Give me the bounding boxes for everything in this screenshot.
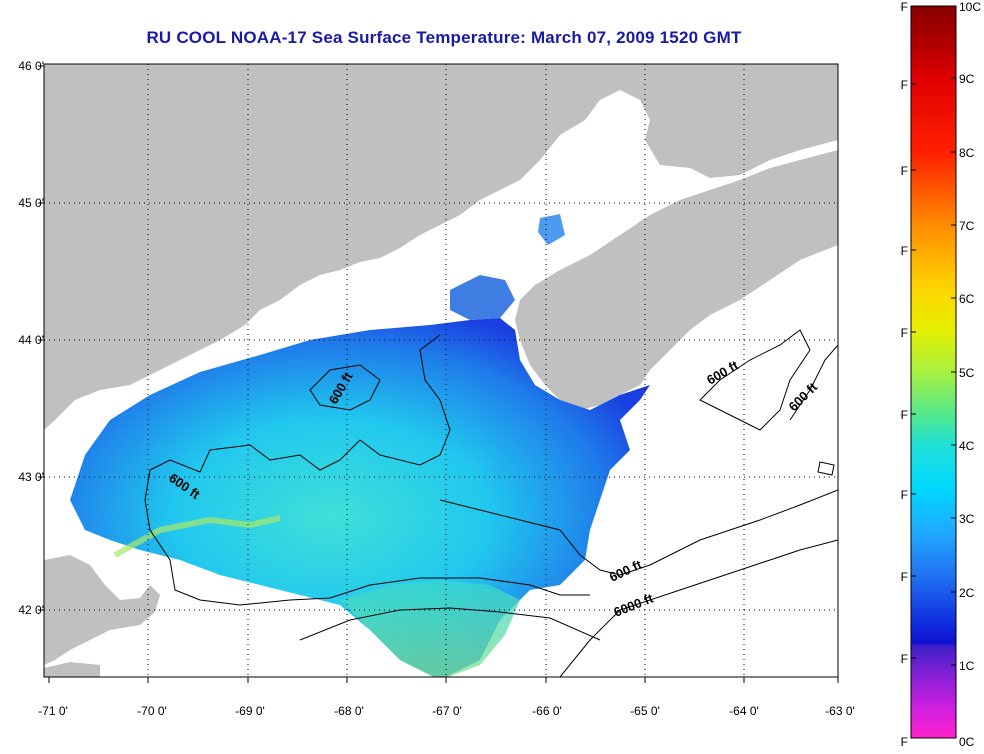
fahrenheit-label: 50F	[900, 0, 908, 14]
celsius-label: 7C	[959, 219, 975, 233]
fahrenheit-label: 32F	[900, 735, 908, 749]
celsius-label: 2C	[959, 586, 975, 600]
colorbar-gradient	[910, 5, 957, 739]
sst-patch-bay	[450, 275, 515, 320]
celsius-label: 3C	[959, 512, 975, 526]
fahrenheit-label: 46F	[900, 164, 908, 178]
celsius-label: 1C	[959, 659, 975, 673]
land-mainland	[44, 64, 838, 430]
longitude-label: -65 0'	[630, 704, 660, 718]
longitude-label: -71 0'	[38, 704, 68, 718]
temperature-colorbar: 50F 48F 46F 44F 42F 40F 38F 36F 34F 32F …	[900, 0, 981, 749]
latitude-label: 46 0'	[18, 59, 44, 73]
latitude-label: 44 0'	[18, 333, 44, 347]
bathymetry-contours	[144, 329, 838, 677]
longitude-label: -67 0'	[432, 704, 462, 718]
fahrenheit-label: 42F	[900, 326, 908, 340]
sst-data-south	[340, 580, 520, 677]
colorbar-ticks	[911, 77, 956, 666]
longitude-label: -63 0'	[825, 704, 855, 718]
fahrenheit-label: 48F	[900, 78, 908, 92]
fahrenheit-label: 34F	[900, 652, 908, 666]
longitude-label: -69 0'	[235, 704, 265, 718]
celsius-label: 9C	[959, 72, 975, 86]
celsius-label: 10C	[959, 0, 981, 14]
celsius-label: 6C	[959, 292, 975, 306]
map-frame	[43, 63, 839, 678]
land-nova-scotia	[515, 150, 838, 410]
celsius-label: 8C	[959, 146, 975, 160]
sst-map[interactable]: 600 ft 600 ft 600 ft 600 ft 600 ft 6000 …	[0, 0, 900, 754]
fahrenheit-label: 44F	[900, 244, 908, 258]
longitude-label: -66 0'	[532, 704, 562, 718]
longitude-label: -64 0'	[729, 704, 759, 718]
longitude-label: -70 0'	[137, 704, 167, 718]
graticule	[44, 64, 838, 677]
celsius-label: 5C	[959, 366, 975, 380]
celsius-label: 4C	[959, 439, 975, 453]
map-title: RU COOL NOAA-17 Sea Surface Temperature:…	[146, 28, 742, 47]
sst-data	[70, 318, 650, 677]
celsius-label: 0C	[959, 735, 975, 749]
longitude-label: -68 0'	[334, 704, 364, 718]
map-ticks	[38, 65, 839, 683]
land-cape-cod	[44, 555, 160, 665]
latitude-label: 42 0'	[18, 603, 44, 617]
land-bottom-strip	[44, 662, 100, 677]
fahrenheit-label: 40F	[900, 408, 908, 422]
fahrenheit-label: 38F	[900, 488, 908, 502]
sst-warm-streak	[113, 515, 281, 558]
latitude-label: 43 0'	[18, 470, 44, 484]
latitude-label: 45 0'	[18, 196, 44, 210]
sst-patch-north	[538, 214, 565, 245]
fahrenheit-label: 36F	[900, 570, 908, 584]
